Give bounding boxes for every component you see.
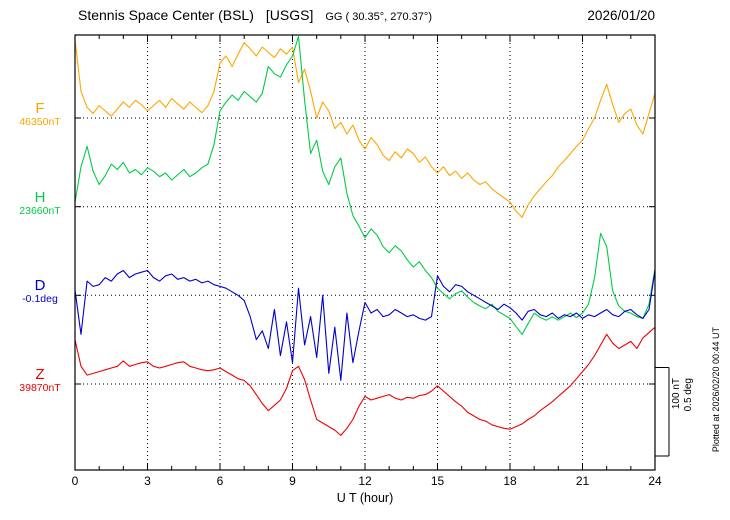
grid-layer [74, 35, 656, 470]
trace-baseline-Z: 39870nT [19, 382, 61, 394]
agency-label: [USGS] [265, 7, 314, 23]
xtick-9: 9 [289, 474, 296, 488]
scale-label-nt: 100 nT [671, 378, 682, 410]
plot-frame [74, 34, 656, 471]
xtick-3: 3 [144, 474, 151, 488]
geographic-coords: GG ( 30.35°, 270.37°) [325, 11, 432, 23]
trace-letter-D: D [34, 277, 46, 294]
trace-baseline-D: -0.1deg [22, 293, 58, 305]
trace-D [74, 269, 656, 381]
trace-label-F: F 46350nT [8, 101, 72, 128]
trace-H [74, 35, 656, 335]
plotted-at-label: Plotted at 2026/02/20 00:44 UT [711, 327, 721, 453]
trace-label-D: D -0.1deg [8, 278, 72, 305]
xtick-0: 0 [71, 474, 79, 488]
xtick-12: 12 [358, 474, 372, 488]
date-label: 2026/01/20 [587, 8, 655, 23]
trace-baseline-H: 23660nT [19, 205, 61, 217]
xtick-18: 18 [503, 474, 517, 488]
xtick-21: 21 [575, 474, 590, 488]
scale-bracket [655, 367, 670, 457]
header: Stennis Space Center (BSL) [USGS] GG ( 3… [78, 7, 432, 23]
scale-label-deg: 0.5 deg [683, 378, 694, 412]
trace-label-Z: Z 39870nT [8, 367, 72, 394]
station-title: Stennis Space Center (BSL) [78, 7, 254, 23]
trace-letter-F: F [35, 100, 45, 117]
trace-Z [74, 326, 656, 436]
xtick-15: 15 [430, 474, 445, 488]
trace-layer [74, 35, 656, 436]
trace-letter-Z: Z [35, 366, 45, 383]
trace-label-H: H 23660nT [8, 190, 72, 217]
trace-letter-H: H [34, 189, 46, 206]
x-axis-title: U T (hour) [336, 491, 394, 505]
trace-F [74, 39, 656, 218]
xtick-6: 6 [216, 474, 224, 488]
xtick-24: 24 [648, 474, 662, 488]
trace-baseline-F: 46350nT [19, 116, 61, 128]
